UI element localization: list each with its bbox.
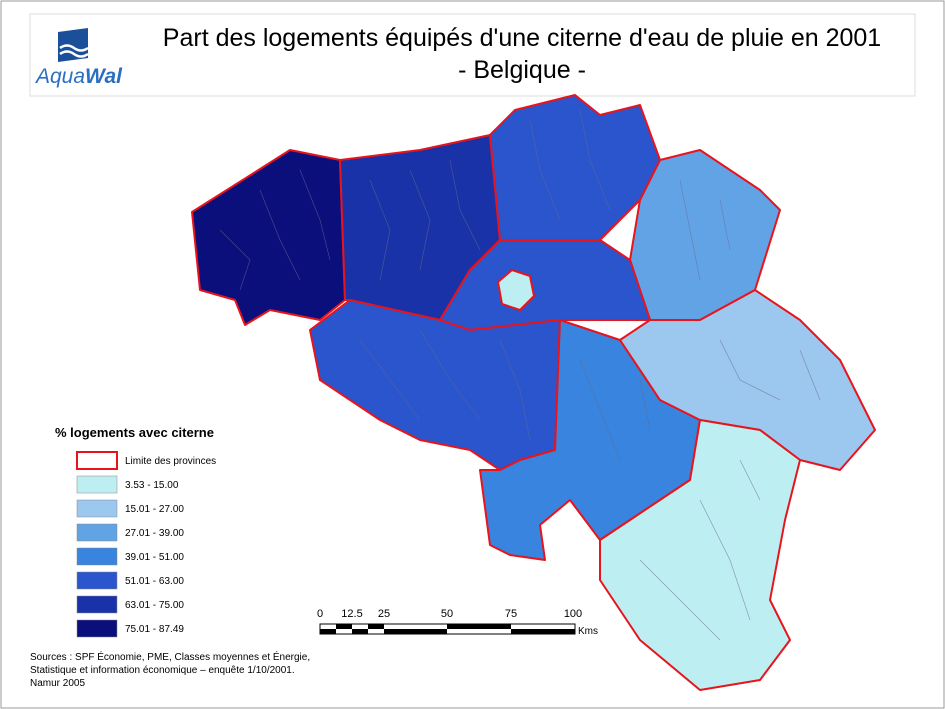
title: Part des logements équipés d'une citerne… bbox=[163, 24, 881, 52]
logo-text: AquaWal bbox=[34, 65, 123, 88]
scale-label: 25 bbox=[378, 608, 390, 620]
legend-swatch bbox=[76, 619, 118, 638]
legend-label: 63.01 - 75.00 bbox=[125, 600, 184, 611]
scale-label: 50 bbox=[441, 608, 453, 620]
sources-line: Sources : SPF Économie, PME, Classes moy… bbox=[30, 650, 310, 663]
logo: AquaWal bbox=[34, 28, 123, 88]
logo-wal: Wal bbox=[85, 65, 123, 88]
scale-seg bbox=[320, 629, 336, 634]
scale-seg bbox=[368, 624, 384, 629]
scale-label: 75 bbox=[505, 608, 517, 620]
region-brussels bbox=[497, 269, 535, 311]
scale-bar: 0 12.5 25 50 75 100 Kms bbox=[317, 608, 598, 637]
scale-seg bbox=[352, 629, 368, 634]
legend-label: 75.01 - 87.49 bbox=[125, 624, 184, 635]
municipal-lines bbox=[219, 109, 821, 641]
legend-label: 51.01 - 63.00 bbox=[125, 576, 184, 587]
scale-seg bbox=[384, 629, 447, 634]
logo-waves bbox=[59, 44, 89, 58]
province-luxembourg bbox=[599, 419, 801, 691]
legend-title: % logements avec citerne bbox=[55, 425, 214, 440]
legend-boundary-label: Limite des provinces bbox=[125, 456, 216, 467]
legend-swatch bbox=[76, 523, 118, 542]
legend-swatch bbox=[76, 595, 118, 614]
logo-icon bbox=[58, 28, 88, 62]
scale-seg bbox=[511, 629, 575, 634]
legend-swatch bbox=[76, 547, 118, 566]
legend-label: 27.01 - 39.00 bbox=[125, 528, 184, 539]
legend-label: 15.01 - 27.00 bbox=[125, 504, 184, 515]
legend-boundary-swatch bbox=[76, 451, 118, 470]
title-box bbox=[29, 13, 916, 97]
scale-label: 100 bbox=[564, 608, 582, 620]
legend-swatch bbox=[76, 475, 118, 494]
scale-seg bbox=[447, 624, 511, 629]
legend-swatch bbox=[76, 499, 118, 518]
legend-swatch bbox=[76, 571, 118, 590]
scale-seg bbox=[336, 624, 352, 629]
logo-aqua: Aqua bbox=[34, 65, 85, 88]
legend: % logements avec citerne Limite des prov… bbox=[55, 425, 216, 638]
scale-unit: Kms bbox=[578, 626, 598, 637]
legend-label: 3.53 - 15.00 bbox=[125, 480, 179, 491]
subtitle: - Belgique - bbox=[458, 56, 586, 84]
sources-line: Namur 2005 bbox=[30, 678, 85, 689]
province-west-flanders bbox=[191, 149, 346, 326]
map bbox=[191, 94, 876, 691]
sources-line: Statistique et information économique – … bbox=[30, 665, 295, 676]
legend-label: 39.01 - 51.00 bbox=[125, 552, 184, 563]
scale-label: 0 bbox=[317, 608, 323, 620]
scale-label: 12.5 bbox=[341, 608, 362, 620]
